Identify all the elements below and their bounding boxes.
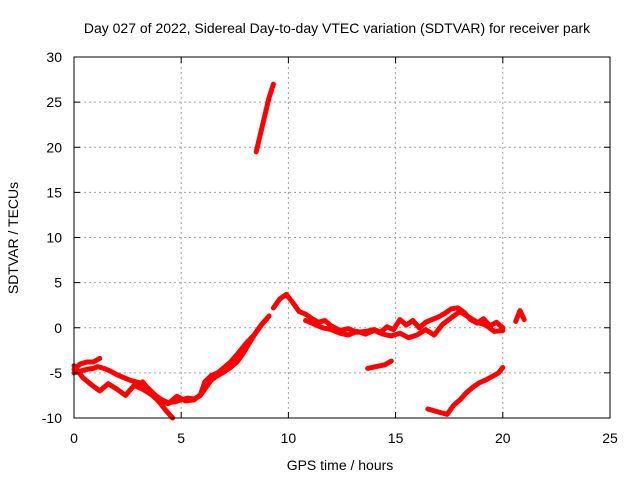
series-line-arc-2 [71,316,270,407]
y-tick-label: 15 [46,184,62,200]
x-tick-label: 0 [70,430,78,446]
chart-title: Day 027 of 2022, Sidereal Day-to-day VTE… [84,20,591,36]
series-line-arc-3 [71,355,103,372]
series-line-arc-4 [140,379,176,421]
y-tick-label: 30 [46,49,62,65]
series-line-arc-7 [303,309,506,341]
y-tick-label: -10 [42,410,62,426]
y-tick-label: 10 [46,230,62,246]
y-tick-label: 0 [54,320,62,336]
y-tick-label: 25 [46,94,62,110]
series-line-arc-6 [270,291,506,335]
x-tick-label: 5 [177,430,185,446]
x-tick-label: 20 [495,430,511,446]
gridlines [74,57,610,418]
y-axis-label: SDTVAR / TECUs [5,182,21,294]
series-line-arc-9 [365,358,394,371]
y-tick-label: 20 [46,139,62,155]
series-line-arc-10 [425,365,506,417]
y-tick-label: -5 [50,365,63,381]
x-tick-label: 15 [388,430,404,446]
series-line-arc-8 [513,308,527,324]
x-axis-label: GPS time / hours [287,457,394,473]
data-series [71,81,527,421]
x-tick-label: 10 [281,430,297,446]
axis-ticks: 0 5 10 15 20 25 -10 -5 0 5 10 15 20 25 30 [42,49,618,446]
series-line-arc-5 [253,81,276,155]
x-tick-label: 25 [602,430,618,446]
y-tick-label: 5 [54,275,62,291]
